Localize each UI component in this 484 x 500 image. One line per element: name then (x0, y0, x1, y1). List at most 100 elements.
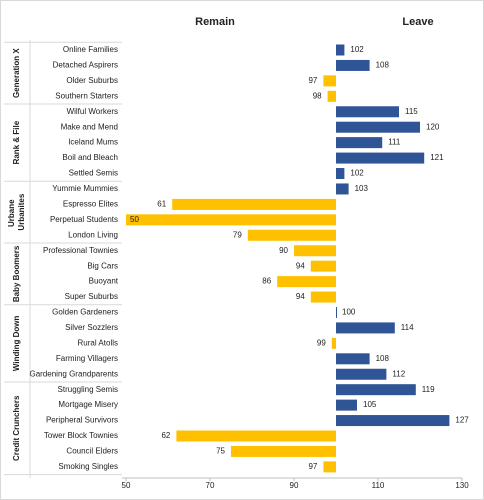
bar (331, 337, 336, 349)
bar (336, 137, 383, 149)
group-label: Generation X (12, 48, 21, 98)
bar (294, 245, 336, 257)
group-label: Urbane Urbanites (7, 193, 26, 230)
bar (336, 106, 399, 118)
value-label: 98 (313, 91, 322, 100)
category-label: Struggling Semis (58, 385, 118, 394)
value-label: 108 (376, 61, 390, 70)
bar (336, 121, 420, 133)
bar (336, 368, 387, 380)
category-label: Gardening Grandparents (30, 369, 119, 378)
category-label: Buoyant (89, 277, 119, 286)
bar (277, 276, 336, 288)
value-label: 90 (279, 246, 288, 255)
bar (327, 90, 336, 102)
category-label: Professional Townies (43, 246, 118, 255)
bar (323, 461, 336, 473)
value-label: 79 (233, 230, 242, 239)
category-label: Older Suburbs (66, 76, 118, 85)
value-label: 94 (296, 292, 305, 301)
group-label: Winding Down (12, 316, 21, 372)
bar (323, 75, 336, 87)
category-label: Super Suburbs (65, 292, 118, 301)
leave-header: Leave (402, 16, 433, 28)
category-label: Make and Mend (61, 122, 118, 131)
value-label: 112 (392, 369, 405, 378)
category-label: Farming Villagers (56, 354, 118, 363)
group-label-line: Urbane (7, 197, 16, 227)
category-label: Golden Gardeners (52, 308, 118, 317)
x-tick-label: 50 (122, 481, 131, 490)
bar (336, 384, 416, 396)
category-label: Southern Starters (55, 91, 118, 100)
group-label: Credit Crunchers (12, 395, 21, 461)
value-label: 114 (401, 323, 414, 332)
value-label: 99 (317, 338, 326, 347)
value-label: 102 (350, 45, 364, 54)
category-label: London Living (68, 230, 118, 239)
group-label: Rank & File (12, 120, 21, 164)
value-label: 119 (422, 385, 435, 394)
x-tick-label: 130 (455, 481, 469, 490)
bar (336, 399, 357, 411)
x-tick-label: 70 (206, 481, 215, 490)
bar (336, 183, 349, 195)
category-label: Tower Block Townies (44, 431, 118, 440)
bar (310, 291, 336, 303)
category-label: Iceland Mums (68, 138, 118, 147)
bar (336, 353, 370, 365)
bar (336, 59, 370, 71)
value-label: 127 (455, 416, 469, 425)
value-label: 50 (130, 215, 139, 224)
remain-header: Remain (195, 16, 235, 28)
category-label: Peripheral Survivors (46, 416, 118, 425)
bar (336, 168, 345, 180)
value-label: 86 (262, 277, 271, 286)
group-label: Baby Boomers (12, 245, 21, 302)
value-label: 75 (216, 447, 225, 456)
category-label: Boil and Bleach (62, 153, 118, 162)
value-label: 62 (161, 431, 170, 440)
value-label: 105 (363, 400, 377, 409)
category-label: Mortgage Misery (58, 400, 118, 409)
category-label: Wilful Workers (67, 107, 118, 116)
value-label: 115 (405, 107, 418, 116)
category-label: Rural Atolls (78, 338, 118, 347)
x-tick-label: 90 (290, 481, 299, 490)
value-label: 103 (355, 184, 369, 193)
category-label: Silver Sozzlers (65, 323, 118, 332)
bar (336, 44, 345, 56)
value-label: 108 (376, 354, 390, 363)
value-label: 61 (157, 200, 166, 209)
value-label: 100 (342, 308, 356, 317)
category-label: Smoking Singles (58, 462, 118, 471)
value-label: 111 (388, 138, 401, 147)
x-tick-label: 110 (372, 481, 385, 490)
category-label: Perpetual Students (50, 215, 118, 224)
bar (336, 306, 337, 318)
value-label: 97 (308, 76, 317, 85)
bar (172, 198, 336, 210)
value-label: 102 (350, 169, 364, 178)
category-label: Espresso Elites (63, 200, 118, 209)
bar (176, 430, 336, 442)
value-label: 97 (308, 462, 317, 471)
category-label: Settled Semis (69, 169, 118, 178)
bar (231, 445, 336, 457)
group-label-line: Urbanites (17, 193, 26, 230)
bar (336, 415, 450, 427)
category-label: Online Families (63, 45, 118, 54)
bar (126, 214, 336, 226)
bar (336, 152, 425, 164)
category-label: Council Elders (66, 447, 118, 456)
category-label: Detached Aspirers (53, 61, 118, 70)
value-label: 94 (296, 261, 305, 270)
bar (310, 260, 336, 272)
bar (336, 322, 395, 334)
bar (247, 229, 336, 241)
value-label: 120 (426, 122, 440, 131)
category-label: Yummie Mummies (52, 184, 118, 193)
category-label: Big Cars (87, 261, 118, 270)
